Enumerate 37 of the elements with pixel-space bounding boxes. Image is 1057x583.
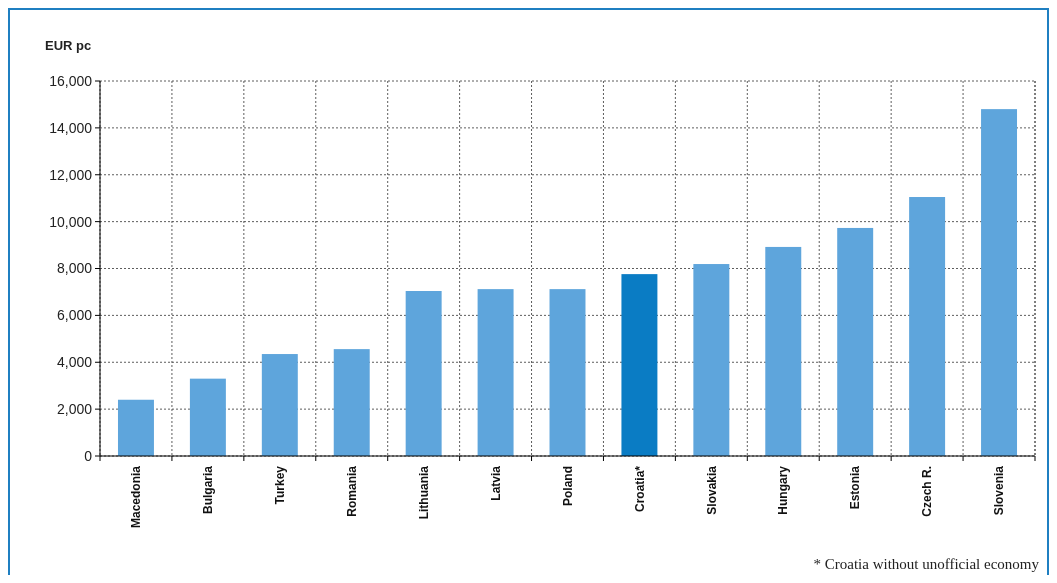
x-tick-label: Hungary	[776, 465, 791, 515]
x-tick-label: Estonia	[848, 465, 863, 510]
y-tick-label: 0	[84, 447, 93, 464]
x-tick-label: Slovenia	[992, 465, 1007, 516]
x-tick-label: Bulgaria	[201, 465, 216, 515]
bar	[765, 246, 802, 456]
y-tick-label: 2,000	[56, 401, 93, 418]
x-tick-label: Lithuania	[416, 465, 431, 520]
x-tick-label: Croatia*	[632, 465, 647, 513]
y-tick-label: 14,000	[49, 119, 93, 136]
bar	[261, 354, 298, 456]
bar	[693, 264, 730, 456]
y-tick-label: 6,000	[56, 307, 93, 324]
y-tick-label: 12,000	[49, 166, 93, 183]
bar	[477, 289, 514, 456]
x-tick-label: Czech R.	[920, 466, 935, 517]
bar	[621, 274, 658, 456]
bar	[909, 197, 946, 456]
x-tick-label: Macedonia	[129, 465, 144, 529]
text: * Croatia without unofficial economy	[813, 556, 1040, 572]
bar	[981, 109, 1018, 456]
x-tick-label: Romania	[344, 465, 359, 517]
x-tick-label: Turkey	[273, 465, 288, 505]
bar	[837, 227, 874, 456]
x-tick-label: Poland	[560, 466, 575, 507]
y-axis-title: EUR pc	[45, 38, 92, 53]
x-tick-label: Latvia	[488, 465, 503, 501]
bar	[333, 349, 370, 456]
y-tick-label: 4,000	[56, 354, 93, 371]
y-tick-label: 8,000	[56, 260, 93, 277]
y-tick-label: 10,000	[49, 213, 93, 230]
bar	[189, 378, 226, 456]
bar	[117, 399, 154, 456]
bar	[549, 289, 586, 456]
x-tick-label: Slovakia	[704, 465, 719, 515]
bar	[405, 291, 442, 456]
y-tick-label: 16,000	[49, 72, 93, 89]
